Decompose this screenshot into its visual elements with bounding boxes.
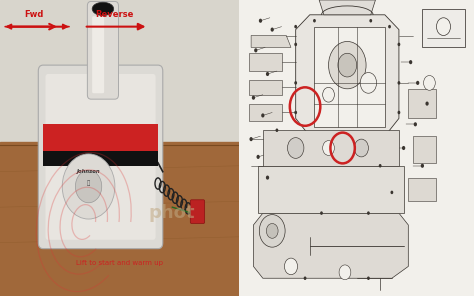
Ellipse shape xyxy=(92,2,114,15)
Circle shape xyxy=(328,41,366,89)
Bar xyxy=(249,53,282,71)
Circle shape xyxy=(294,43,297,46)
Circle shape xyxy=(414,122,417,126)
Circle shape xyxy=(304,276,307,280)
Bar xyxy=(258,166,403,213)
Text: 🦅: 🦅 xyxy=(87,181,90,186)
Circle shape xyxy=(275,128,278,132)
Circle shape xyxy=(254,48,257,52)
Circle shape xyxy=(320,211,323,215)
Circle shape xyxy=(294,111,297,114)
Bar xyxy=(408,178,437,201)
FancyBboxPatch shape xyxy=(38,65,163,249)
Circle shape xyxy=(391,191,393,194)
Circle shape xyxy=(62,154,115,219)
Text: phot: phot xyxy=(148,204,195,222)
Circle shape xyxy=(266,176,269,180)
Circle shape xyxy=(424,75,435,90)
FancyBboxPatch shape xyxy=(46,74,155,240)
Text: Johnson: Johnson xyxy=(77,169,100,174)
Polygon shape xyxy=(251,36,291,47)
Bar xyxy=(249,80,282,95)
Polygon shape xyxy=(319,0,375,15)
Circle shape xyxy=(259,215,285,247)
Circle shape xyxy=(416,81,419,85)
Circle shape xyxy=(402,146,405,150)
Circle shape xyxy=(252,96,255,100)
Bar xyxy=(0,0,239,163)
Bar xyxy=(413,136,437,163)
FancyBboxPatch shape xyxy=(92,16,104,93)
Circle shape xyxy=(398,43,401,46)
Circle shape xyxy=(355,139,368,157)
Bar xyxy=(408,89,437,118)
Circle shape xyxy=(367,211,370,215)
Text: Lift to start and warm up: Lift to start and warm up xyxy=(76,260,163,266)
Circle shape xyxy=(379,164,382,168)
Bar xyxy=(263,130,399,166)
Circle shape xyxy=(437,18,450,36)
Bar xyxy=(43,151,158,166)
Circle shape xyxy=(323,141,334,155)
Circle shape xyxy=(398,111,401,114)
Circle shape xyxy=(323,87,334,102)
Circle shape xyxy=(421,164,424,168)
Circle shape xyxy=(75,170,102,203)
Circle shape xyxy=(369,19,372,22)
Bar xyxy=(0,142,239,296)
Circle shape xyxy=(426,102,428,106)
Circle shape xyxy=(367,276,370,280)
Bar xyxy=(43,124,158,154)
Circle shape xyxy=(294,81,297,85)
Text: Reverse: Reverse xyxy=(96,10,134,19)
Circle shape xyxy=(388,25,391,28)
Circle shape xyxy=(338,53,356,77)
Bar xyxy=(249,104,282,121)
Circle shape xyxy=(266,223,278,238)
Circle shape xyxy=(284,258,298,275)
Text: Fwd: Fwd xyxy=(24,10,43,19)
Polygon shape xyxy=(296,15,399,136)
Circle shape xyxy=(360,73,377,93)
Circle shape xyxy=(339,265,351,280)
FancyBboxPatch shape xyxy=(87,1,118,99)
Circle shape xyxy=(442,25,445,28)
Circle shape xyxy=(259,19,262,23)
Circle shape xyxy=(313,19,316,22)
Circle shape xyxy=(398,81,401,85)
Circle shape xyxy=(261,113,264,118)
Polygon shape xyxy=(254,213,408,278)
Circle shape xyxy=(271,28,274,32)
Bar xyxy=(314,27,385,127)
Circle shape xyxy=(287,138,304,158)
FancyBboxPatch shape xyxy=(190,200,205,223)
Bar xyxy=(422,9,465,47)
Circle shape xyxy=(249,137,253,141)
Circle shape xyxy=(256,155,260,159)
Circle shape xyxy=(409,60,412,64)
Circle shape xyxy=(294,25,297,28)
Circle shape xyxy=(266,72,269,76)
